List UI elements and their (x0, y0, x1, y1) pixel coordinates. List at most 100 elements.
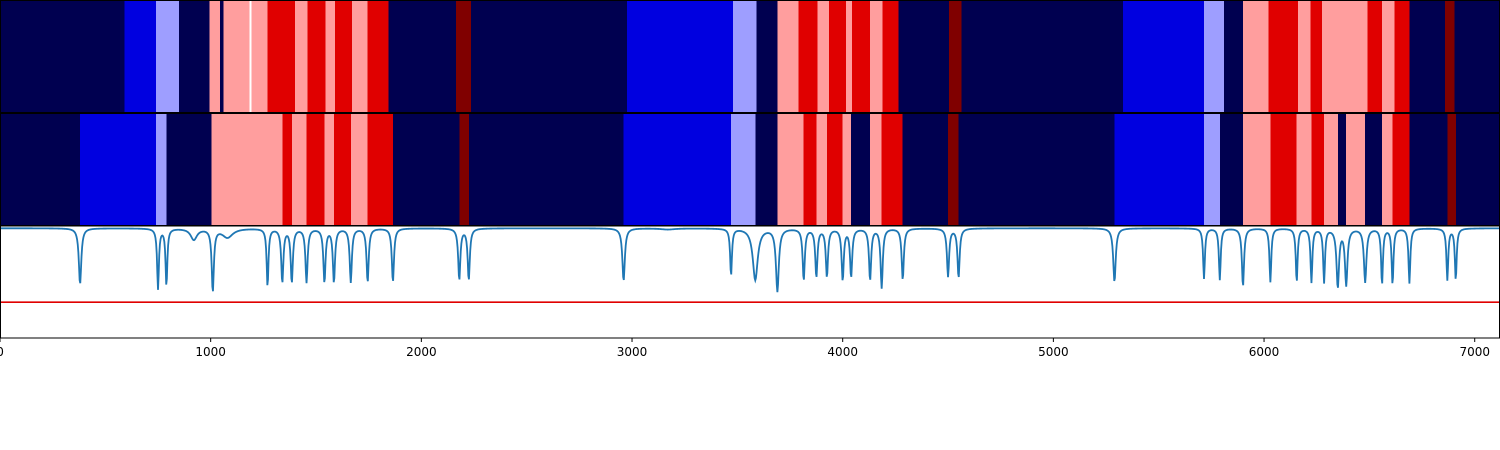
heatmap-bottom-track (0, 113, 1500, 226)
heatmap-bottom-cell-0 (0, 113, 81, 226)
heatmap-top-cell-45 (1445, 0, 1455, 113)
heatmap-top-cell-34 (1204, 0, 1225, 113)
heatmap-bottom-cell-35 (1311, 113, 1325, 226)
heatmap-top-cell-10 (294, 0, 308, 113)
heatmap-top-cell-14 (351, 0, 368, 113)
heatmap-top-cell-8 (251, 0, 268, 113)
heatmap-top-cell-37 (1268, 0, 1298, 113)
heatmap-bottom-cell-37 (1337, 113, 1347, 226)
heatmap-bottom-cell-12 (392, 113, 460, 226)
heatmap-bottom-cell-25 (881, 113, 903, 226)
heatmap-top-cell-39 (1310, 0, 1322, 113)
heatmap-top-cell-24 (817, 0, 830, 113)
heatmap-top-cell-20 (733, 0, 757, 113)
heatmap-bottom-cell-9 (333, 113, 351, 226)
heatmap-bottom-cell-11 (367, 113, 393, 226)
heatmap-bottom-cell-1 (80, 113, 156, 226)
heatmap-bottom-cell-44 (1455, 113, 1500, 226)
heatmap-bottom-cell-22 (842, 113, 852, 226)
heatmap-top-cell-19 (626, 0, 734, 113)
heatmap-bottom-cell-30 (1204, 113, 1220, 226)
heatmap-bottom-cell-19 (803, 113, 817, 226)
x-tick-label-0: 0 (0, 345, 4, 359)
heatmap-top-cell-33 (1122, 0, 1204, 113)
heatmap-bottom-cell-10 (350, 113, 368, 226)
heatmap-top-cell-46 (1454, 0, 1500, 113)
heatmap-top-cell-29 (882, 0, 899, 113)
heatmap-bottom-cell-16 (731, 113, 756, 226)
heatmap-bottom-cell-42 (1409, 113, 1448, 226)
heatmap-bottom-cell-27 (948, 113, 959, 226)
heatmap-bottom-cell-8 (324, 113, 334, 226)
heatmap-bottom-cell-36 (1324, 113, 1338, 226)
heatmap-bottom-cell-14 (468, 113, 624, 226)
heatmap-bottom-cell-21 (826, 113, 843, 226)
x-tick-label-5: 5000 (1038, 345, 1069, 359)
line-panel (0, 225, 1500, 339)
heatmap-bottom-cell-17 (755, 113, 778, 226)
heatmap-top-cell-0 (0, 0, 125, 113)
heatmap-bottom-cell-33 (1270, 113, 1297, 226)
heatmap-top-cell-28 (870, 0, 883, 113)
heatmap-top-cell-6 (223, 0, 250, 113)
heatmap-top-track (0, 0, 1500, 113)
heatmap-bottom-cell-4 (211, 113, 283, 226)
x-tick-label-3: 3000 (617, 345, 648, 359)
heatmap-top-cell-25 (829, 0, 846, 113)
heatmap-top-cell-15 (367, 0, 389, 113)
heatmap-bottom-cell-13 (459, 113, 469, 226)
heatmap-top-cell-7 (249, 0, 252, 113)
heatmap-bottom-cell-7 (306, 113, 325, 226)
heatmap-bottom-cell-43 (1447, 113, 1456, 226)
heatmap-top-cell-38 (1297, 0, 1311, 113)
heatmap-bottom-cell-15 (623, 113, 732, 226)
heatmap-bottom-cell-6 (291, 113, 307, 226)
heatmap-top-cell-21 (756, 0, 778, 113)
heatmap-bottom-cell-2 (155, 113, 167, 226)
heatmap-top-cell-16 (388, 0, 457, 113)
heatmap-bottom-cell-40 (1382, 113, 1393, 226)
heatmap-top-cell-22 (777, 0, 799, 113)
heatmap-top-cell-41 (1367, 0, 1383, 113)
heatmap-top-cell-2 (155, 0, 180, 113)
heatmap-top-cell-5 (220, 0, 224, 113)
heatmap-top-cell-30 (898, 0, 950, 113)
heatmap-bottom-cell-38 (1346, 113, 1366, 226)
heatmap-top-cell-31 (949, 0, 962, 113)
heatmap-bottom-cell-23 (851, 113, 871, 226)
heatmap-top-cell-3 (179, 0, 210, 113)
heatmap-top-cell-44 (1409, 0, 1446, 113)
heatmap-top-cell-23 (798, 0, 818, 113)
heatmap-bottom-cell-26 (902, 113, 949, 226)
x-tick-label-1: 1000 (195, 345, 226, 359)
heatmap-bottom-cell-18 (777, 113, 804, 226)
heatmap-bottom-cell-28 (958, 113, 1115, 226)
heatmap-top-cell-18 (470, 0, 627, 113)
heatmap-top-cell-13 (334, 0, 352, 113)
heatmap-bottom-cell-5 (282, 113, 292, 226)
heatmap-top-cell-1 (124, 0, 156, 113)
heatmap-top-cell-35 (1224, 0, 1243, 113)
heatmap-top-cell-17 (456, 0, 471, 113)
heatmap-bottom-cell-34 (1296, 113, 1312, 226)
heatmap-bottom-cell-39 (1365, 113, 1383, 226)
heatmap-top-cell-42 (1382, 0, 1395, 113)
heatmap-bottom-cell-41 (1392, 113, 1410, 226)
heatmap-bottom-cell-29 (1114, 113, 1205, 226)
heatmap-top-cell-36 (1242, 0, 1269, 113)
heatmap-top-cell-9 (267, 0, 295, 113)
heatmap-bottom-cell-31 (1219, 113, 1243, 226)
x-tick-label-6: 6000 (1249, 345, 1280, 359)
heatmap-top-cell-27 (852, 0, 871, 113)
heatmap-top-cell-4 (209, 0, 221, 113)
x-axis: 0 1000 2000 3000 4000 5000 6000 7000 (0, 338, 1490, 359)
x-tick-label-4: 4000 (827, 345, 858, 359)
heatmap-bottom-cell-20 (816, 113, 827, 226)
heatmap-top-cell-43 (1394, 0, 1410, 113)
x-tick-label-7: 7000 (1459, 345, 1490, 359)
x-tick-label-2: 2000 (406, 345, 437, 359)
signal-line (0, 227, 1500, 293)
heatmap-bottom-cell-32 (1242, 113, 1271, 226)
heatmap-bottom-cell-3 (166, 113, 212, 226)
